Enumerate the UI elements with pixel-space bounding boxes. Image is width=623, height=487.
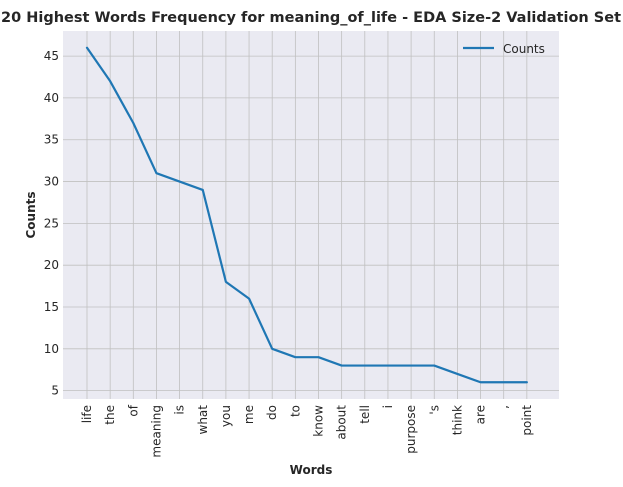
x-tick-label: is bbox=[173, 405, 187, 415]
y-tick-labels: 5 10 15 20 25 30 35 40 45 bbox=[44, 49, 59, 398]
x-tick-label: to bbox=[288, 405, 302, 417]
series-layer bbox=[85, 46, 528, 384]
x-tick-label: you bbox=[219, 405, 233, 427]
x-tick-label: life bbox=[80, 405, 94, 423]
plot-area bbox=[63, 31, 559, 399]
x-tick-label: about bbox=[335, 405, 349, 440]
y-tick-label: 40 bbox=[44, 91, 59, 105]
x-tick-label: the bbox=[103, 405, 117, 425]
x-tick-label: are bbox=[474, 405, 488, 424]
x-tick-label: what bbox=[196, 405, 210, 435]
x-tick-label: 's bbox=[427, 405, 441, 415]
y-tick-label: 30 bbox=[44, 175, 59, 189]
x-tick-label: i bbox=[381, 405, 395, 408]
x-tick-label: think bbox=[450, 405, 464, 435]
x-tick-label: tell bbox=[358, 405, 372, 424]
series-line-counts bbox=[85, 46, 528, 384]
y-tick-label: 5 bbox=[51, 384, 59, 398]
chart-title: 20 Highest Words Frequency for meaning_o… bbox=[1, 10, 621, 26]
y-tick-label: 35 bbox=[44, 133, 59, 147]
y-tick-label: 45 bbox=[44, 49, 59, 63]
x-tick-label: purpose bbox=[404, 405, 418, 454]
x-tick-label: , bbox=[497, 405, 511, 409]
legend: Counts bbox=[463, 42, 545, 56]
horizontal-gridlines bbox=[63, 55, 559, 392]
y-tick-label: 25 bbox=[44, 216, 59, 230]
y-tick-label: 10 bbox=[44, 342, 59, 356]
x-tick-labels: life the of meaning is what you me do to know about… bbox=[80, 404, 534, 457]
legend-label-counts: Counts bbox=[503, 42, 545, 56]
x-tick-label: point bbox=[520, 405, 534, 436]
vertical-gridlines bbox=[86, 31, 528, 399]
y-tick-label: 20 bbox=[44, 258, 59, 272]
x-axis-label: Words bbox=[290, 463, 333, 477]
x-tick-label: meaning bbox=[149, 405, 163, 458]
x-tick-label: me bbox=[242, 405, 256, 424]
x-tick-label: of bbox=[126, 404, 140, 416]
y-tick-label: 15 bbox=[44, 300, 59, 314]
x-tick-label: do bbox=[265, 405, 279, 420]
y-axis-label: Counts bbox=[24, 191, 38, 238]
x-tick-label: know bbox=[312, 405, 326, 437]
